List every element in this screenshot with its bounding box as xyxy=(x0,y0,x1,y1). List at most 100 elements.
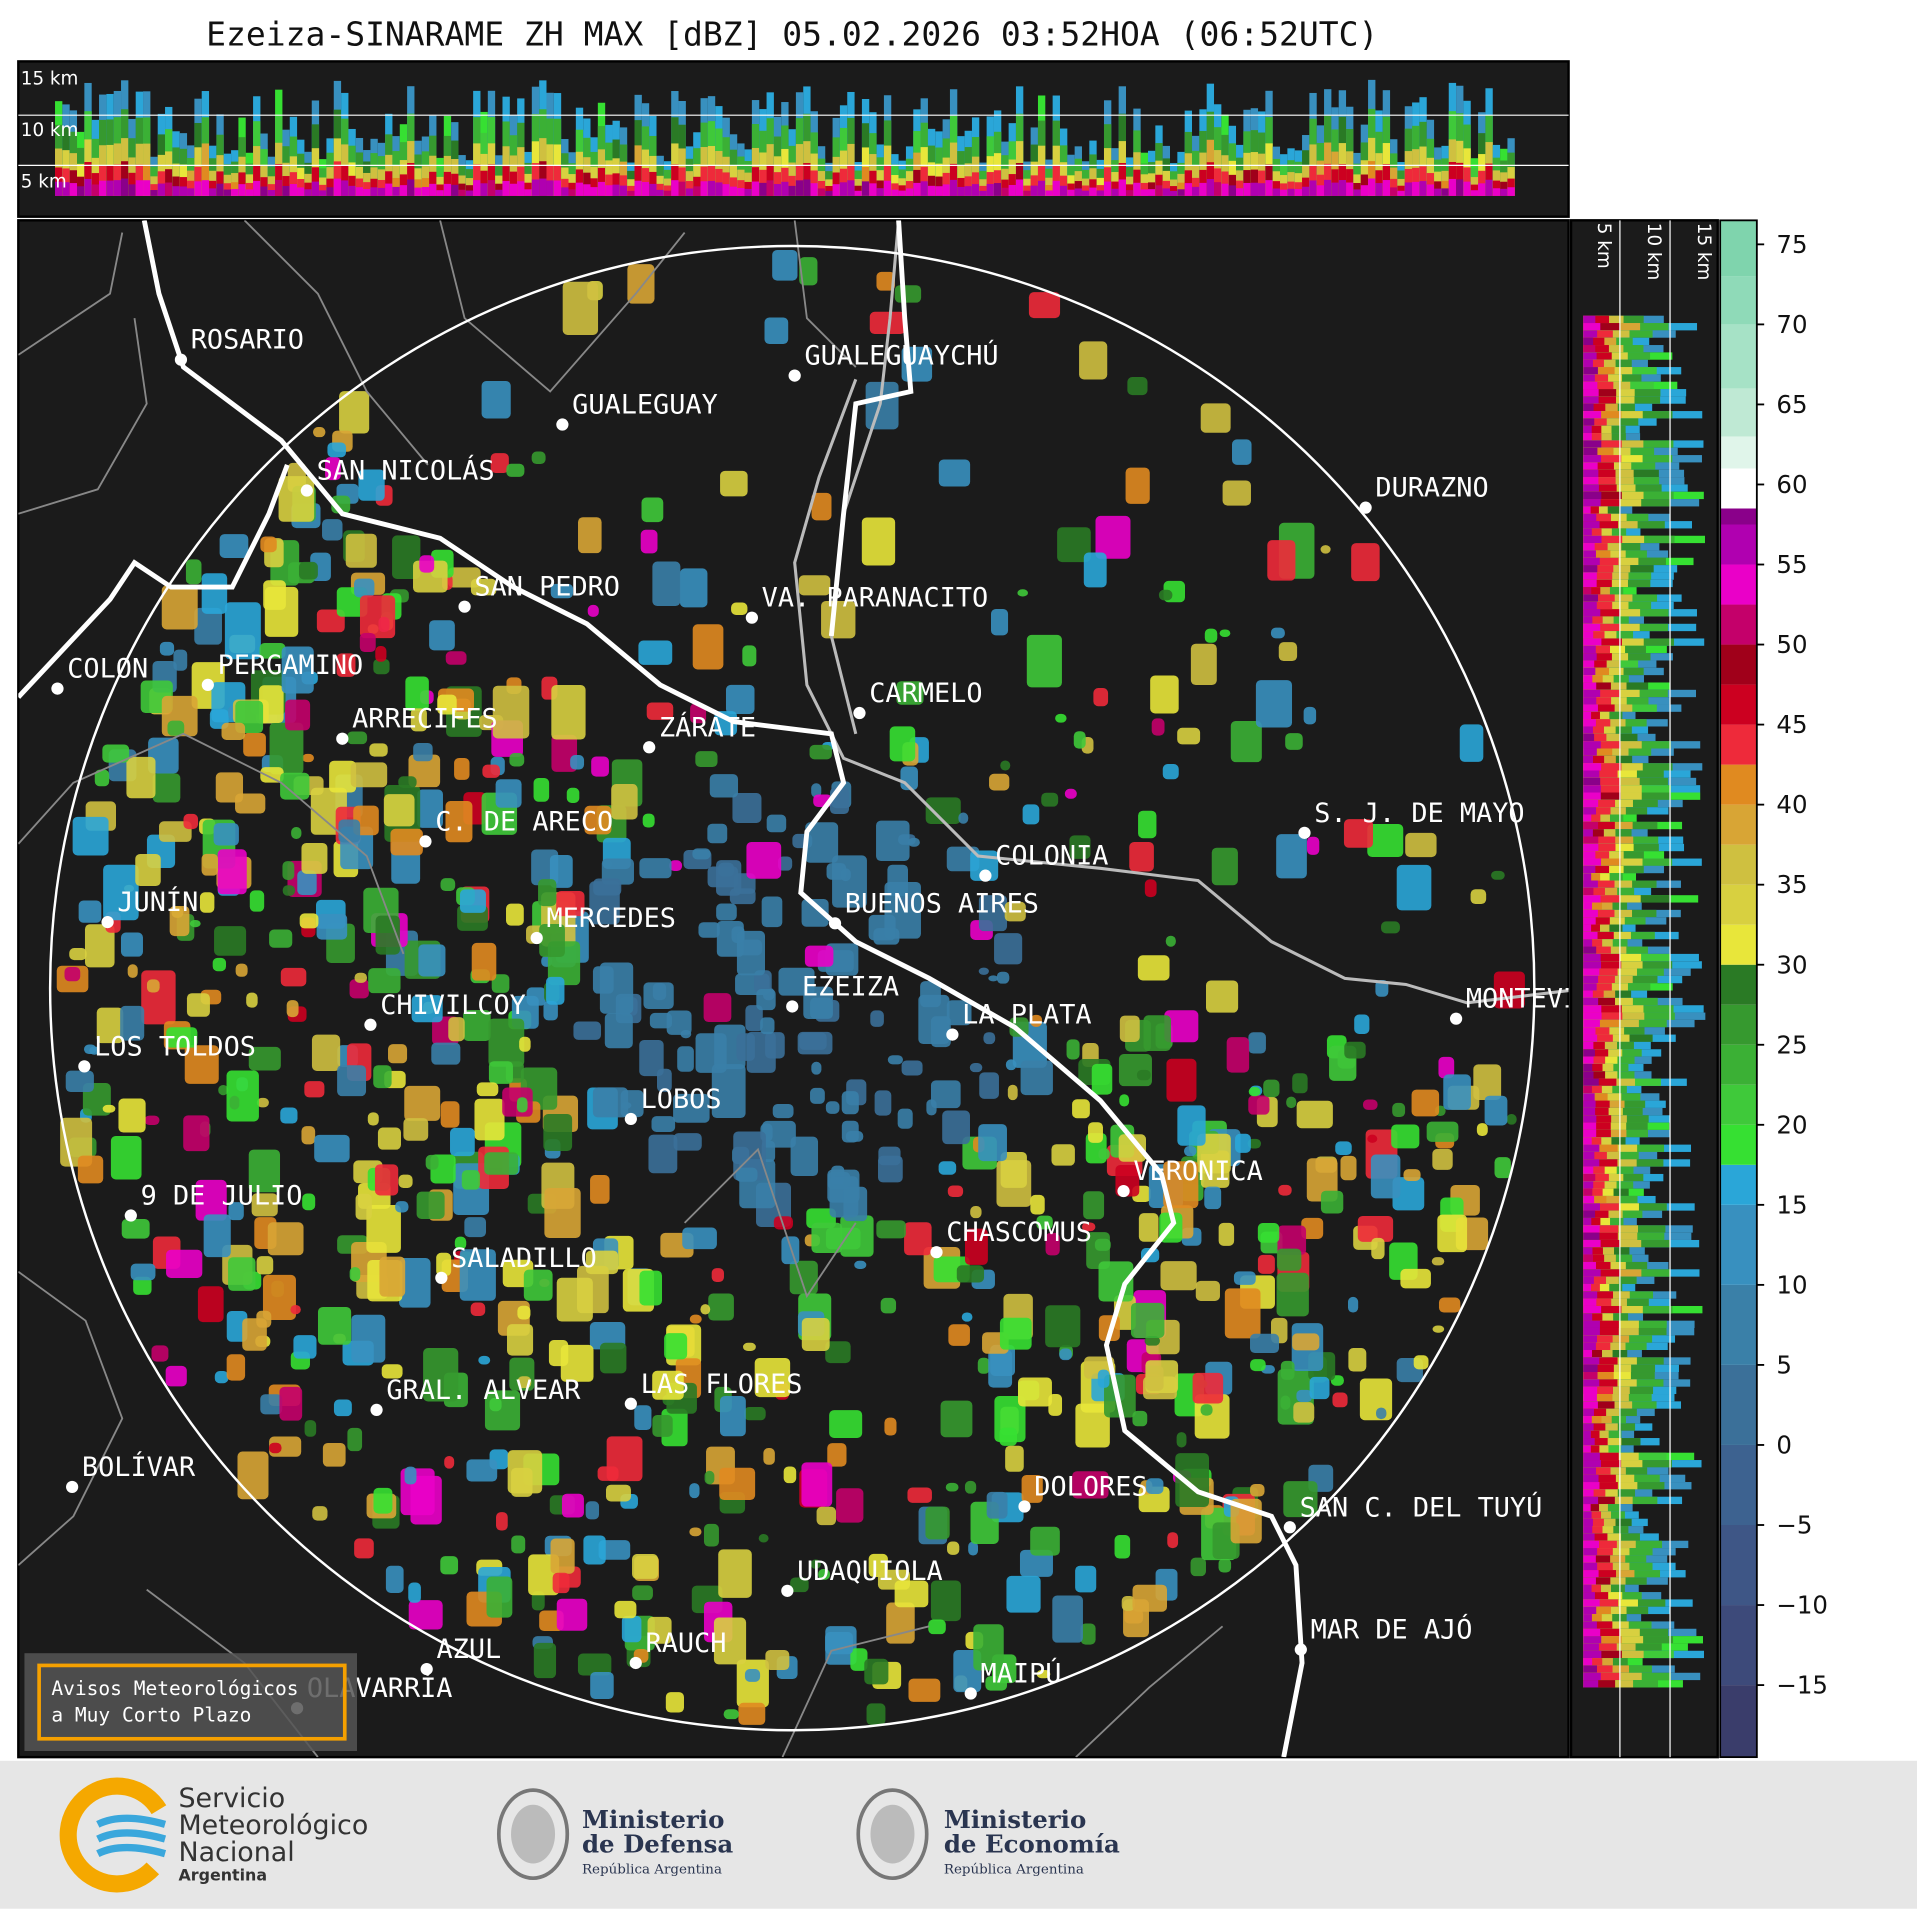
height-label: 10 km xyxy=(21,120,79,141)
echo xyxy=(490,453,509,473)
colorbar-tick-label: 25 xyxy=(1776,1030,1807,1059)
city-label: DOLORES xyxy=(1034,1471,1147,1502)
echo xyxy=(1280,1395,1291,1410)
profile-cell xyxy=(1583,1305,1622,1314)
echo xyxy=(969,1063,983,1073)
profile-cell xyxy=(1583,389,1617,397)
echo xyxy=(738,1702,766,1725)
profile-cell xyxy=(1583,997,1616,1006)
profile-cell xyxy=(1583,983,1612,991)
profile-cell xyxy=(1331,169,1339,196)
profile-cell xyxy=(605,185,613,196)
profile-cell xyxy=(1583,1680,1616,1688)
profile-cell xyxy=(1463,181,1471,196)
logo-text: República Argentina xyxy=(582,1862,722,1877)
echo xyxy=(486,1576,513,1618)
profile-cell xyxy=(1583,1474,1599,1483)
colorbar-frame xyxy=(1719,219,1758,1759)
echo xyxy=(698,922,720,938)
profile-cell xyxy=(1583,1056,1594,1064)
echo xyxy=(102,744,130,763)
echo xyxy=(1028,292,1061,319)
profile-cell xyxy=(781,167,789,196)
profile-cell xyxy=(1583,631,1605,639)
echo xyxy=(682,1227,717,1250)
echo xyxy=(1431,1257,1445,1266)
echo xyxy=(978,1124,1007,1162)
echo xyxy=(561,1493,584,1518)
echo xyxy=(968,1541,979,1556)
echo xyxy=(1484,1095,1508,1126)
echo xyxy=(313,427,326,438)
profile-cell xyxy=(1583,381,1598,390)
echo xyxy=(695,1033,727,1073)
profile-cell xyxy=(781,181,789,196)
profile-cell xyxy=(927,185,936,196)
coast-gray xyxy=(793,220,1569,1005)
profile-cell xyxy=(1583,682,1597,690)
echo xyxy=(978,895,1008,932)
echo xyxy=(1296,1389,1313,1403)
profile-cell xyxy=(1008,184,1016,196)
echo xyxy=(264,586,299,637)
profile-cell xyxy=(1583,887,1605,896)
echo xyxy=(1000,1151,1027,1188)
echo xyxy=(556,890,585,917)
profile-cell xyxy=(1583,1261,1611,1270)
echo xyxy=(590,1175,610,1204)
echo xyxy=(1095,515,1131,559)
profile-cell xyxy=(480,183,488,196)
profile-cell xyxy=(443,183,452,196)
profile-cell xyxy=(1583,1181,1605,1189)
profile-cell xyxy=(1583,990,1593,998)
echo xyxy=(652,1370,684,1400)
profile-cell xyxy=(1583,675,1603,683)
echo xyxy=(1127,377,1148,396)
profile-cell xyxy=(1583,1144,1600,1152)
echo xyxy=(278,476,315,522)
echo xyxy=(1069,835,1091,859)
profile-cell xyxy=(1583,565,1598,573)
echo xyxy=(854,1260,867,1270)
echo xyxy=(930,1080,961,1109)
profile-cell xyxy=(1583,983,1597,991)
echo xyxy=(366,1205,401,1253)
profile-cell xyxy=(1583,1467,1611,1475)
echo xyxy=(322,519,343,541)
profile-cell xyxy=(1583,1357,1618,1365)
echo xyxy=(999,1427,1017,1446)
echo xyxy=(517,1376,532,1389)
echo xyxy=(470,578,497,596)
colorbar-tick-label: 70 xyxy=(1776,310,1807,339)
echo xyxy=(1030,1014,1043,1027)
echo xyxy=(583,1535,606,1565)
echo xyxy=(1073,731,1086,749)
logo-text: Nacional xyxy=(178,1837,294,1868)
echo xyxy=(1476,1123,1488,1137)
echo xyxy=(217,849,247,895)
echo xyxy=(454,1236,467,1250)
echo xyxy=(908,1678,941,1702)
profile-cell xyxy=(1583,491,1602,500)
profile-cell xyxy=(795,180,804,196)
echo xyxy=(218,1084,229,1096)
profile-cell xyxy=(1583,1562,1598,1571)
profile-cell xyxy=(1583,1063,1603,1072)
echo xyxy=(338,819,361,843)
profile-cell xyxy=(1441,180,1449,196)
profile-cell xyxy=(1228,174,1237,196)
echo xyxy=(926,1099,937,1116)
logo-text: Servicio xyxy=(178,1783,285,1814)
profile-cell xyxy=(1583,1298,1612,1306)
city-label: RAUCH xyxy=(646,1628,727,1659)
echo xyxy=(381,1364,403,1379)
echo xyxy=(797,1031,833,1055)
echo xyxy=(304,1081,325,1098)
profile-cell xyxy=(1583,543,1608,551)
echo xyxy=(260,767,284,783)
echo xyxy=(836,1488,864,1523)
city-label: SAN C. DEL TUYÚ xyxy=(1300,1491,1543,1523)
profile-cell xyxy=(1583,1276,1594,1284)
echo xyxy=(1432,1148,1453,1170)
profile-cell xyxy=(1583,1217,1592,1226)
